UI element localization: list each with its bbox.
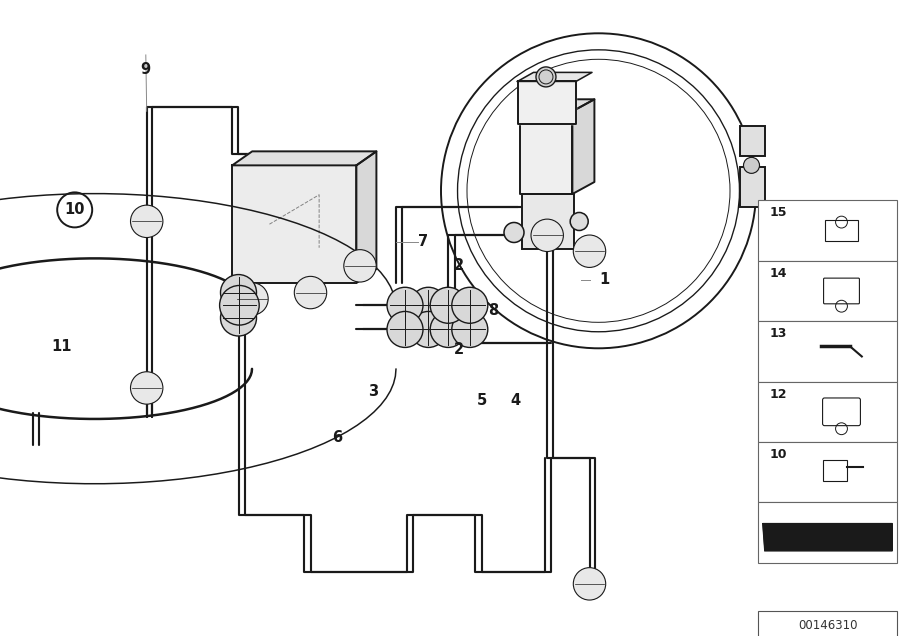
Text: 10: 10 bbox=[65, 202, 85, 218]
Bar bbox=[758, 611, 897, 636]
Bar bbox=[522, 194, 574, 249]
Circle shape bbox=[410, 287, 446, 323]
Polygon shape bbox=[572, 99, 594, 194]
Circle shape bbox=[571, 212, 589, 230]
Circle shape bbox=[452, 287, 488, 323]
Text: 4: 4 bbox=[510, 393, 521, 408]
Bar bbox=[758, 200, 897, 261]
Text: 14: 14 bbox=[770, 266, 788, 280]
Text: 3: 3 bbox=[368, 384, 379, 399]
Text: 8: 8 bbox=[488, 303, 499, 318]
Text: 10: 10 bbox=[770, 448, 788, 461]
Polygon shape bbox=[518, 73, 592, 81]
Circle shape bbox=[430, 287, 466, 323]
Circle shape bbox=[504, 223, 524, 242]
Circle shape bbox=[236, 283, 268, 315]
Text: 00146310: 00146310 bbox=[797, 619, 858, 632]
Text: 7: 7 bbox=[418, 234, 428, 249]
Circle shape bbox=[743, 157, 760, 174]
Text: 2: 2 bbox=[454, 342, 464, 357]
Text: 15: 15 bbox=[770, 206, 788, 219]
Text: 5: 5 bbox=[476, 393, 487, 408]
Bar bbox=[232, 165, 356, 283]
Circle shape bbox=[130, 205, 163, 237]
Bar bbox=[758, 321, 897, 382]
Polygon shape bbox=[518, 81, 576, 124]
Bar bbox=[758, 261, 897, 321]
Circle shape bbox=[220, 275, 256, 310]
Text: 11: 11 bbox=[51, 339, 71, 354]
Circle shape bbox=[220, 300, 256, 336]
Circle shape bbox=[573, 568, 606, 600]
Circle shape bbox=[387, 287, 423, 323]
Circle shape bbox=[387, 312, 423, 347]
Text: 13: 13 bbox=[770, 327, 788, 340]
Bar bbox=[758, 442, 897, 502]
FancyBboxPatch shape bbox=[740, 126, 765, 156]
Bar bbox=[758, 382, 897, 442]
FancyBboxPatch shape bbox=[740, 167, 765, 207]
Circle shape bbox=[430, 312, 466, 347]
Text: 2: 2 bbox=[454, 258, 464, 273]
Polygon shape bbox=[520, 111, 572, 194]
Polygon shape bbox=[356, 151, 376, 283]
Bar bbox=[758, 502, 897, 563]
Bar bbox=[824, 221, 859, 240]
Circle shape bbox=[294, 277, 327, 308]
Circle shape bbox=[344, 250, 376, 282]
Circle shape bbox=[536, 67, 556, 87]
Circle shape bbox=[130, 372, 163, 404]
Polygon shape bbox=[232, 151, 376, 165]
Polygon shape bbox=[763, 523, 892, 551]
Circle shape bbox=[220, 286, 259, 325]
Circle shape bbox=[531, 219, 563, 251]
Text: 1: 1 bbox=[599, 272, 610, 287]
Circle shape bbox=[452, 312, 488, 347]
Circle shape bbox=[410, 312, 446, 347]
Text: 6: 6 bbox=[332, 430, 343, 445]
Polygon shape bbox=[520, 99, 594, 111]
Text: 12: 12 bbox=[770, 387, 788, 401]
Text: 9: 9 bbox=[140, 62, 151, 78]
Circle shape bbox=[573, 235, 606, 267]
Bar bbox=[823, 460, 847, 481]
